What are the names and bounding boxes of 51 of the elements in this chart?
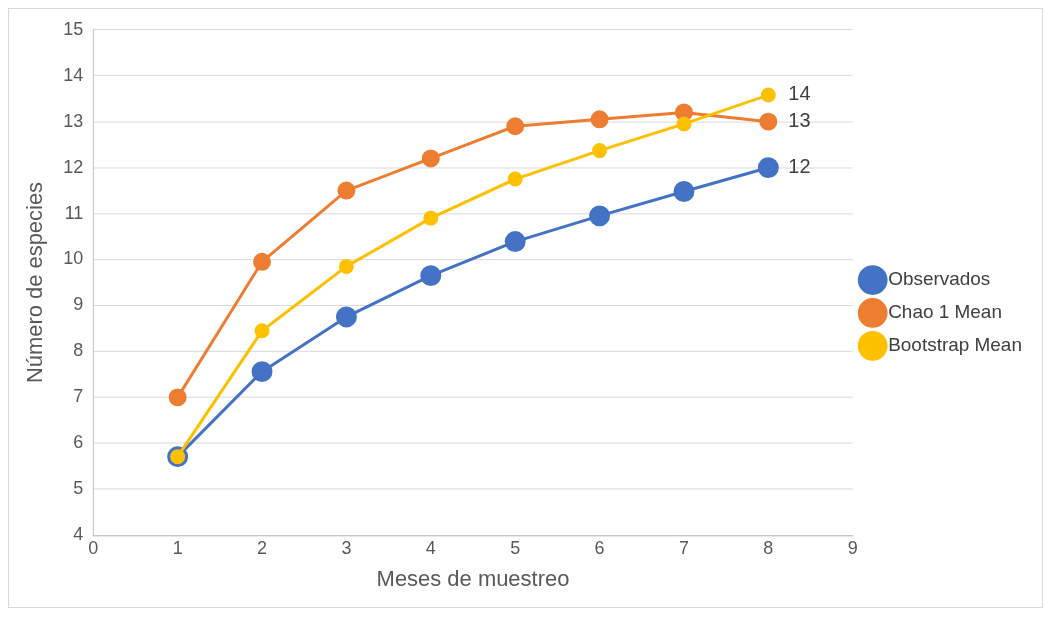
x-tick-label: 6	[594, 537, 605, 558]
point	[673, 181, 695, 202]
y-tick-label: 13	[63, 110, 84, 131]
x-tick-label: 3	[341, 537, 352, 558]
point	[423, 210, 439, 226]
point	[589, 205, 611, 227]
x-axis-title: Meses de muestreo	[376, 565, 570, 591]
y-tick-label: 7	[73, 386, 84, 407]
point	[759, 112, 778, 131]
x-tick-label: 1	[172, 537, 183, 558]
point	[504, 231, 526, 253]
point	[420, 265, 442, 287]
y-tick-label: 11	[64, 202, 84, 223]
point	[168, 388, 187, 407]
y-tick-label: 10	[63, 248, 84, 269]
point	[760, 87, 776, 103]
x-tick-label: 9	[847, 537, 858, 558]
point	[507, 171, 523, 187]
point	[253, 252, 272, 271]
y-tick-label: 6	[73, 432, 84, 453]
point	[676, 116, 692, 132]
data-label: 14	[788, 82, 811, 105]
point	[506, 117, 525, 136]
point	[592, 143, 608, 159]
y-tick-label: 14	[63, 64, 84, 85]
x-tick-label: 7	[678, 537, 689, 558]
legend-label: Observados	[888, 268, 991, 290]
x-tick-label: 5	[510, 537, 521, 558]
y-tick-label: 8	[73, 340, 84, 361]
y-tick-label: 12	[63, 156, 84, 177]
point	[757, 157, 779, 179]
legend-label: Chao 1 Mean	[888, 301, 1002, 323]
data-label: 13	[788, 109, 811, 132]
x-tick-label: 4	[425, 537, 436, 558]
y-tick-label: 4	[73, 524, 84, 545]
legend-label: Bootstrap Mean	[888, 334, 1022, 356]
point	[251, 361, 273, 383]
point	[338, 258, 354, 274]
x-tick-label: 2	[257, 537, 268, 558]
point	[337, 181, 356, 200]
data-label: 12	[788, 155, 811, 178]
point	[421, 149, 440, 168]
point	[335, 306, 357, 328]
point	[254, 323, 270, 339]
x-tick-label: 0	[88, 537, 99, 558]
y-axis-title: Número de especies	[22, 181, 48, 384]
y-tick-label: 15	[63, 18, 84, 39]
point	[590, 110, 609, 129]
y-tick-label: 9	[73, 294, 84, 315]
y-tick-label: 5	[73, 478, 84, 499]
x-tick-label: 8	[763, 537, 774, 558]
